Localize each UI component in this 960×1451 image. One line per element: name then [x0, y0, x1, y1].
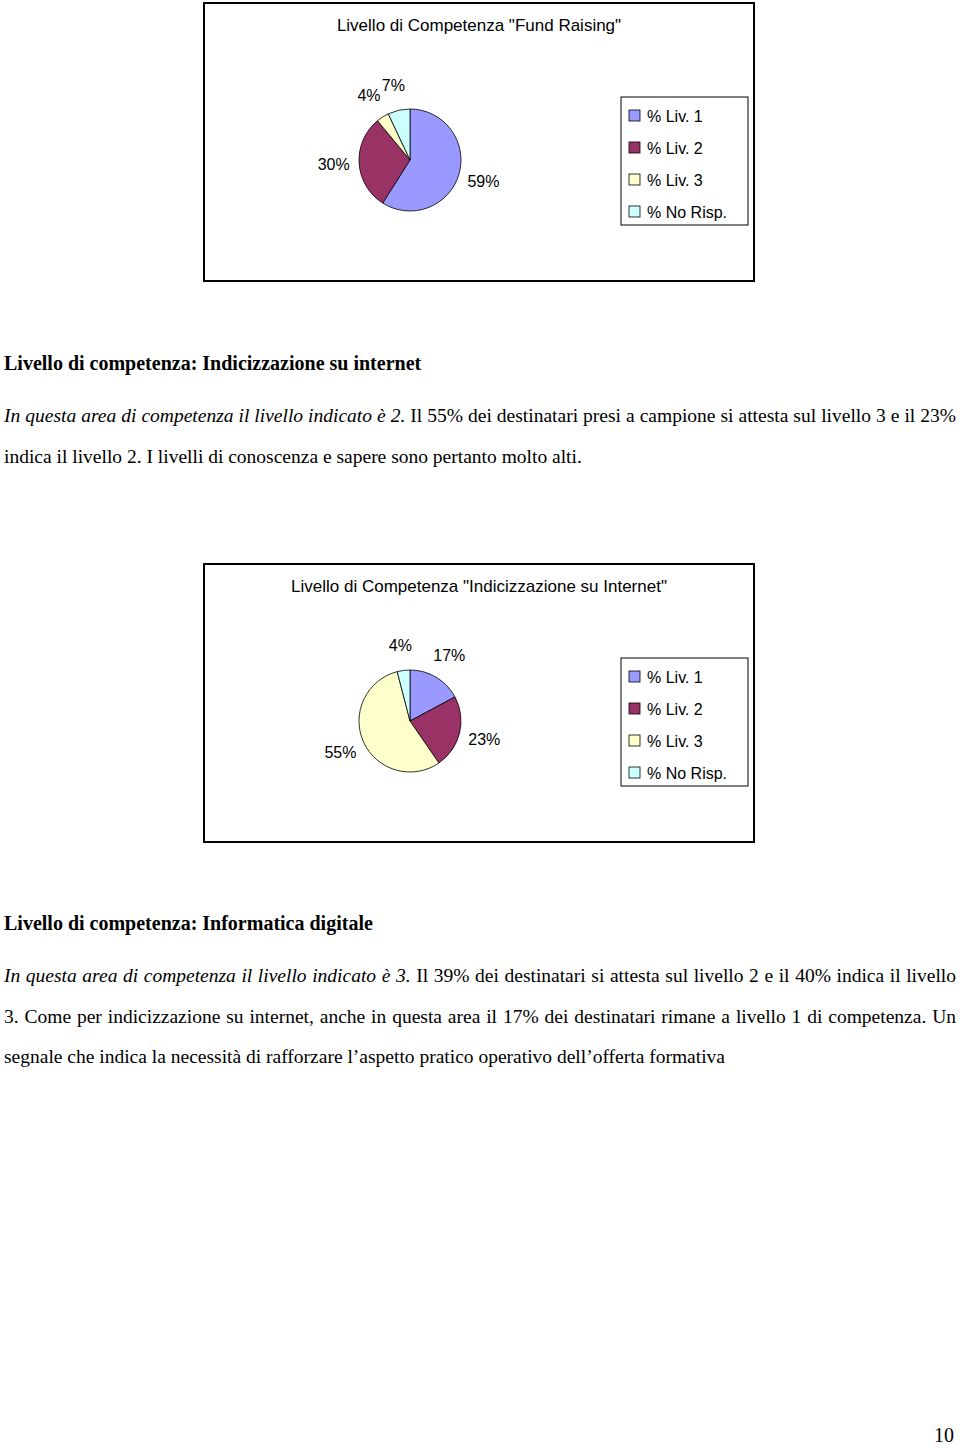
pie-chart: Livello di Competenza "Indicizzazione su… [203, 563, 755, 843]
legend-item: % Liv. 1 [629, 108, 703, 125]
legend: % Liv. 1 % Liv. 2 % Liv. 3 % No Risp. [621, 658, 748, 786]
legend-item: % No Risp. [629, 204, 727, 221]
legend: % Liv. 1 % Liv. 2 % Liv. 3 % No Risp. [621, 97, 748, 225]
legend-item: % Liv. 2 [629, 701, 703, 718]
legend-swatch [629, 142, 640, 153]
paragraph-intro: In questa area di competenza il livello … [4, 405, 405, 426]
pie-chart: Livello di Competenza "Fund Raising" 59% 3… [203, 2, 755, 282]
pie-slice [388, 109, 410, 160]
legend-frame [621, 97, 748, 225]
legend-swatch [629, 174, 640, 185]
data-label: 17% [433, 647, 465, 664]
space [405, 405, 410, 426]
legend-label: % No Risp. [647, 765, 727, 782]
legend-swatch [629, 206, 640, 217]
legend-label: % Liv. 2 [647, 140, 703, 157]
data-label: 4% [389, 637, 412, 654]
data-label: 4% [357, 87, 380, 104]
data-label: 23% [468, 731, 500, 748]
data-label: 7% [382, 77, 405, 94]
section-heading: Livello di competenza: Informatica digit… [4, 903, 956, 943]
legend-item: % Liv. 1 [629, 669, 703, 686]
paragraph: In questa area di competenza il livello … [4, 396, 956, 477]
legend-item: % No Risp. [629, 765, 727, 782]
legend-swatch [629, 767, 640, 778]
pie [359, 109, 461, 211]
data-labels: 59% 30% 4%7% [318, 77, 500, 190]
legend-item: % Liv. 3 [629, 172, 703, 189]
legend-label: % Liv. 1 [647, 669, 703, 686]
chart-title: Livello di Competenza "Fund Raising" [337, 16, 621, 35]
legend-label: % Liv. 3 [647, 733, 703, 750]
space [411, 965, 417, 986]
data-label: 59% [467, 173, 499, 190]
pie-slice [397, 670, 410, 721]
data-labels: 17% 23% 55% 4% [324, 637, 500, 762]
chart-frame [204, 3, 754, 281]
legend-label: % Liv. 2 [647, 701, 703, 718]
legend-label: % Liv. 1 [647, 108, 703, 125]
page-number: 10 [934, 1424, 954, 1447]
legend-label: % No Risp. [647, 204, 727, 221]
legend-swatch [629, 110, 640, 121]
legend-item: % Liv. 2 [629, 140, 703, 157]
paragraph: In questa area di competenza il livello … [4, 956, 956, 1078]
pie [359, 670, 461, 772]
pie-slice [359, 672, 439, 772]
legend-item: % Liv. 3 [629, 733, 703, 750]
legend-swatch [629, 703, 640, 714]
legend-frame [621, 658, 748, 786]
section-heading: Livello di competenza: Indicizzazione su… [4, 343, 956, 383]
chart-frame [204, 564, 754, 842]
data-label: 55% [324, 744, 356, 761]
legend-label: % Liv. 3 [647, 172, 703, 189]
chart-title: Livello di Competenza "Indicizzazione su… [291, 577, 667, 596]
data-label: 30% [318, 156, 350, 173]
legend-swatch [629, 671, 640, 682]
paragraph-intro: In questa area di competenza il livello … [4, 965, 411, 986]
legend-swatch [629, 735, 640, 746]
